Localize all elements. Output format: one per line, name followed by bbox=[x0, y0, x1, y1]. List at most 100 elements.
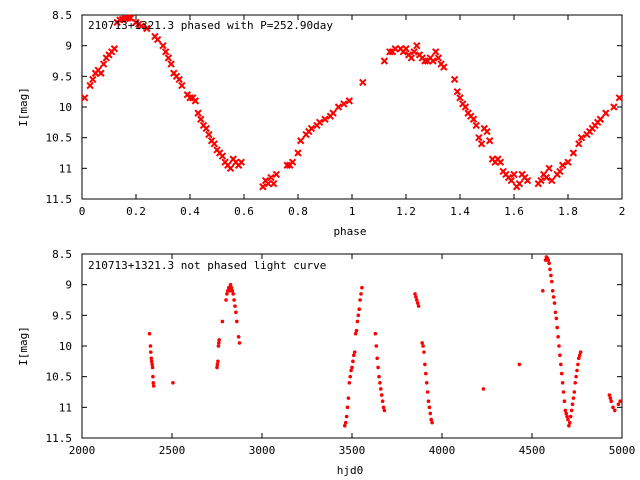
unphased-y-axis-label: I[mag] bbox=[17, 326, 30, 366]
data-point bbox=[561, 381, 565, 385]
data-point bbox=[553, 301, 557, 305]
unphased-plot-title: 210713+1321.3 not phased light curve bbox=[88, 259, 326, 272]
data-point bbox=[564, 412, 568, 416]
data-point bbox=[171, 381, 175, 385]
data-point bbox=[150, 360, 154, 364]
y-tick-label: 11.5 bbox=[46, 432, 73, 445]
data-point bbox=[556, 335, 560, 339]
data-point bbox=[416, 301, 420, 305]
data-point bbox=[557, 344, 561, 348]
data-point bbox=[230, 286, 234, 290]
data-point bbox=[417, 304, 421, 308]
data-point bbox=[576, 363, 580, 367]
data-point bbox=[609, 396, 613, 400]
data-point bbox=[233, 304, 237, 308]
data-point bbox=[427, 399, 431, 403]
data-point bbox=[215, 366, 219, 370]
data-point bbox=[149, 350, 153, 354]
data-point bbox=[567, 424, 571, 428]
data-point bbox=[413, 292, 417, 296]
x-tick-label: 3000 bbox=[249, 444, 276, 457]
data-point bbox=[149, 344, 153, 348]
y-tick-label: 9 bbox=[65, 279, 72, 292]
data-point bbox=[560, 372, 564, 376]
data-point bbox=[608, 393, 612, 397]
data-point bbox=[423, 363, 427, 367]
x-tick-label: 2500 bbox=[159, 444, 186, 457]
data-point bbox=[348, 381, 352, 385]
data-point bbox=[564, 409, 568, 413]
data-point bbox=[420, 341, 424, 345]
data-point bbox=[609, 399, 613, 403]
data-point bbox=[613, 409, 617, 413]
data-point bbox=[345, 415, 349, 419]
y-tick-label: 11 bbox=[59, 162, 72, 175]
data-point bbox=[152, 384, 156, 388]
data-point bbox=[377, 375, 381, 379]
data-point bbox=[611, 406, 615, 410]
unphased-x-axis-label: hjd0 bbox=[337, 464, 364, 477]
y-tick-label: 9.5 bbox=[52, 70, 72, 83]
x-tick-label: 1 bbox=[349, 205, 356, 218]
y-tick-label: 9 bbox=[65, 40, 72, 53]
data-point bbox=[429, 412, 433, 416]
data-point bbox=[414, 295, 418, 299]
x-tick-label: 0.4 bbox=[180, 205, 200, 218]
x-tick-label: 0.6 bbox=[234, 205, 254, 218]
y-tick-label: 11.5 bbox=[46, 193, 73, 206]
x-tick-label: 0.8 bbox=[288, 205, 308, 218]
data-point bbox=[360, 286, 364, 290]
data-point bbox=[382, 406, 386, 410]
data-point bbox=[376, 366, 380, 370]
data-point bbox=[421, 344, 425, 348]
data-point bbox=[375, 356, 379, 360]
data-point bbox=[541, 289, 545, 293]
data-point bbox=[518, 363, 522, 367]
data-point bbox=[547, 261, 551, 265]
data-point bbox=[349, 369, 353, 373]
data-point bbox=[551, 289, 555, 293]
data-point bbox=[217, 344, 221, 348]
data-point bbox=[559, 363, 563, 367]
data-point bbox=[354, 332, 358, 336]
phased-x-axis-label: phase bbox=[333, 225, 366, 238]
data-point bbox=[569, 415, 573, 419]
data-point bbox=[234, 310, 238, 314]
data-point bbox=[375, 344, 379, 348]
data-point bbox=[550, 280, 554, 284]
data-point bbox=[237, 335, 241, 339]
data-point bbox=[415, 298, 419, 302]
y-tick-label: 10 bbox=[59, 340, 72, 353]
x-tick-label: 3500 bbox=[339, 444, 366, 457]
data-point bbox=[554, 310, 558, 314]
data-point bbox=[151, 366, 155, 370]
data-point bbox=[555, 317, 559, 321]
y-tick-label: 8.5 bbox=[52, 248, 72, 261]
data-point bbox=[573, 381, 577, 385]
data-point bbox=[344, 421, 348, 425]
data-point bbox=[428, 406, 432, 410]
data-point bbox=[379, 387, 383, 391]
data-point bbox=[380, 393, 384, 397]
data-point bbox=[151, 381, 155, 385]
data-point bbox=[343, 424, 347, 428]
data-point bbox=[574, 375, 578, 379]
data-point bbox=[573, 390, 577, 394]
data-point bbox=[216, 363, 220, 367]
data-point bbox=[383, 409, 387, 413]
data-point bbox=[359, 292, 363, 296]
data-point bbox=[151, 375, 155, 379]
phased-plot-title: 210713+1321.3 phased with P=252.90day bbox=[88, 19, 333, 32]
x-tick-label: 1.8 bbox=[558, 205, 578, 218]
data-point bbox=[546, 258, 550, 262]
data-point bbox=[225, 292, 229, 296]
y-tick-label: 10.5 bbox=[46, 132, 73, 145]
y-tick-label: 10 bbox=[59, 101, 72, 114]
data-point bbox=[381, 399, 385, 403]
data-point bbox=[351, 360, 355, 364]
data-point bbox=[358, 298, 362, 302]
data-point bbox=[571, 402, 575, 406]
data-point bbox=[430, 421, 434, 425]
data-point bbox=[482, 387, 486, 391]
